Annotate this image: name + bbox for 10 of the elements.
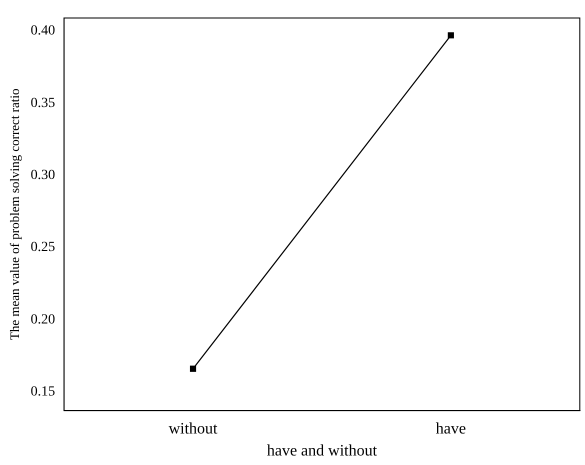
x-tick-label: have: [436, 420, 466, 438]
y-tick-label: 0.25: [30, 240, 56, 256]
y-axis-title: The mean value of problem solving correct ratio: [7, 88, 22, 340]
y-tick-label: 0.15: [30, 384, 56, 400]
y-tick-label: 0.20: [30, 312, 56, 328]
y-tick-label: 0.30: [30, 168, 56, 183]
y-tick-label: 0.40: [30, 24, 56, 39]
x-tick-label: without: [168, 420, 218, 438]
x-axis-title: have and without: [266, 442, 378, 460]
y-tick-label: 0.35: [30, 96, 56, 111]
